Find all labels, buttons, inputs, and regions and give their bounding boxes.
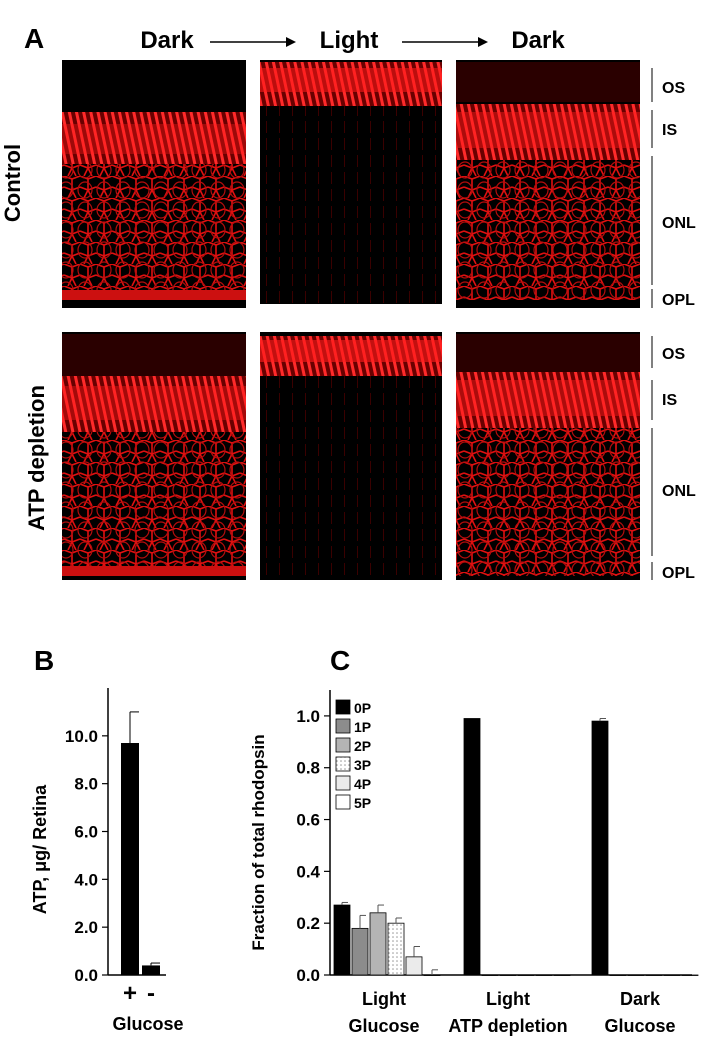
legend-label: 4P (354, 776, 371, 792)
panel-c-label: C (330, 645, 350, 676)
micrograph-atp-dark (62, 332, 246, 580)
layer-label-is: IS (662, 122, 677, 139)
y-tick-label: 0.6 (296, 811, 320, 830)
layer-label-is: IS (662, 392, 677, 409)
y-tick-label: 0.4 (296, 862, 320, 881)
y-tick-label: 6.0 (74, 823, 98, 842)
bar-1P (609, 974, 627, 976)
legend-label: 3P (354, 757, 371, 773)
y-tick-label: 0.0 (74, 966, 98, 985)
bar-2P (499, 974, 517, 976)
y-tick-label: 1.0 (296, 707, 320, 726)
x-tick-label: + (123, 980, 137, 1007)
y-tick-label: 10.0 (65, 727, 98, 746)
legend-swatch-3P (335, 756, 351, 772)
column-label-1: Dark (140, 27, 194, 54)
micrograph-atp-dark-recovery (456, 332, 640, 580)
y-tick-label: 0.8 (296, 759, 320, 778)
y-axis-label: ATP, μg/ Retina (30, 784, 50, 914)
legend-swatch-0P (335, 699, 351, 715)
legend-swatch-4P (335, 775, 351, 791)
bar-0P (591, 720, 609, 976)
bar-5P (423, 974, 441, 976)
arrow-icon (210, 37, 296, 47)
legend-swatch-5P (335, 794, 351, 810)
bar-2P (369, 912, 387, 976)
chart-c: 0.0 0.2 0.4 0.6 0.8 1.0 Fraction of total rhod… (249, 690, 699, 1036)
x-tick-label: Light (486, 989, 530, 1009)
bar-3P (517, 974, 535, 976)
bar-2P (627, 974, 645, 976)
panel-a-label: A (24, 23, 44, 54)
x-tick-label: Dark (620, 989, 661, 1009)
bar-1P (481, 974, 499, 976)
column-label-2: Light (320, 27, 379, 54)
bar (142, 965, 160, 975)
y-tick-label: 0.2 (296, 914, 320, 933)
y-tick-label: 8.0 (74, 775, 98, 794)
y-tick-label: 2.0 (74, 918, 98, 937)
layer-label-opl: OPL (662, 292, 695, 309)
row-label-atp-depletion: ATP depletion (24, 385, 49, 531)
layer-label-onl: ONL (662, 483, 696, 500)
x-axis-label: Glucose (112, 1014, 183, 1034)
micrograph-control-dark (62, 60, 246, 308)
x-tick-label: ATP depletion (448, 1016, 567, 1036)
x-tick-label: - (147, 980, 155, 1007)
bar-4P (663, 974, 681, 976)
y-tick-label: 4.0 (74, 870, 98, 889)
bar-3P (645, 974, 663, 976)
legend-label: 2P (354, 738, 371, 754)
panel-b-label: B (34, 645, 54, 676)
row-label-control: Control (0, 144, 25, 222)
x-tick-label: Glucose (348, 1016, 419, 1036)
layer-label-os: OS (662, 346, 685, 363)
column-label-3: Dark (511, 27, 565, 54)
legend-swatch-1P (335, 718, 351, 734)
layer-label-onl: ONL (662, 215, 696, 232)
y-axis-label: Fraction of total rhodopsin (249, 734, 268, 950)
micrograph-control-light (260, 60, 442, 304)
bar-4P (535, 974, 553, 976)
y-tick-label: 0.0 (296, 966, 320, 985)
bar-5P (553, 974, 571, 976)
legend-label: 5P (354, 795, 371, 811)
bar-5P (681, 974, 699, 976)
micrograph-atp-light (260, 332, 442, 580)
legend-label: 0P (354, 700, 371, 716)
chart-b: 0.0 2.0 4.0 6.0 8.0 10.0 + - Glucose ATP, μg/ Ret… (30, 688, 184, 1034)
legend-swatch-2P (335, 737, 351, 753)
bar-4P (405, 956, 423, 976)
arrow-icon (402, 37, 488, 47)
bar (121, 743, 139, 975)
bar-0P (463, 718, 481, 976)
micrograph-control-dark-recovery (456, 60, 640, 308)
bar-1P (351, 927, 369, 976)
layer-label-opl: OPL (662, 565, 695, 582)
x-tick-label: Glucose (604, 1016, 675, 1036)
bar-3P (387, 922, 405, 976)
layer-label-os: OS (662, 80, 685, 97)
legend-label: 1P (354, 719, 371, 735)
bar-0P (333, 904, 351, 976)
x-tick-label: Light (362, 989, 406, 1009)
